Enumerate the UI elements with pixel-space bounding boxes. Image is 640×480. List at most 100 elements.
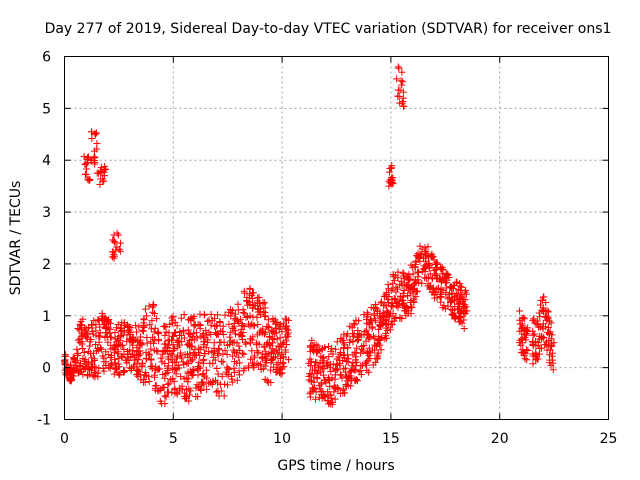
data-point xyxy=(313,370,321,378)
data-point xyxy=(545,336,553,344)
data-point xyxy=(379,302,387,310)
data-point xyxy=(200,350,208,358)
data-point xyxy=(227,312,235,320)
data-point xyxy=(549,366,557,374)
data-point xyxy=(434,284,442,292)
data-point xyxy=(529,327,537,335)
data-point xyxy=(73,345,81,353)
data-point xyxy=(516,307,524,315)
data-point xyxy=(428,250,436,258)
data-point-cluster xyxy=(93,145,101,153)
data-point xyxy=(240,309,248,317)
data-point xyxy=(246,312,254,320)
data-point xyxy=(171,364,179,372)
data-point xyxy=(156,397,164,405)
data-point xyxy=(183,386,191,394)
data-point xyxy=(404,307,412,315)
data-point xyxy=(280,320,288,328)
data-point xyxy=(420,254,427,262)
data-point xyxy=(268,328,276,336)
data-point xyxy=(150,309,158,317)
data-point xyxy=(238,332,246,340)
data-point xyxy=(451,303,459,311)
data-point xyxy=(61,351,69,359)
data-point xyxy=(327,347,335,355)
data-point xyxy=(267,366,275,374)
data-point xyxy=(257,327,265,335)
data-point xyxy=(460,302,468,310)
data-point xyxy=(118,352,126,360)
data-point xyxy=(228,375,236,383)
data-point xyxy=(157,354,165,362)
data-point xyxy=(350,320,358,328)
data-point xyxy=(200,341,208,349)
y-tick-label: 0 xyxy=(42,361,51,377)
data-point xyxy=(360,341,368,349)
data-point xyxy=(542,299,550,307)
data-point xyxy=(396,315,404,323)
data-point xyxy=(264,323,272,331)
data-point xyxy=(371,341,379,349)
data-point xyxy=(192,392,200,400)
data-point xyxy=(194,371,202,379)
data-point-cluster xyxy=(110,254,118,262)
data-point xyxy=(225,308,233,316)
data-point xyxy=(272,346,280,354)
data-point xyxy=(184,369,192,377)
data-point xyxy=(400,286,408,294)
data-point xyxy=(189,365,197,373)
data-point xyxy=(394,303,402,311)
data-point xyxy=(419,265,427,273)
data-point xyxy=(208,380,216,388)
data-point xyxy=(539,304,547,312)
data-point xyxy=(516,316,524,324)
data-point xyxy=(337,371,345,379)
data-point xyxy=(212,388,220,396)
data-point xyxy=(384,281,392,289)
data-point xyxy=(97,345,105,353)
data-point xyxy=(285,356,293,364)
data-point xyxy=(532,338,540,346)
data-point xyxy=(219,358,227,366)
data-point xyxy=(89,349,97,357)
data-point xyxy=(325,375,333,383)
data-point xyxy=(99,352,107,360)
data-point xyxy=(207,310,215,318)
data-point xyxy=(239,306,247,314)
data-point xyxy=(273,335,281,343)
data-point xyxy=(101,317,109,325)
data-point xyxy=(196,364,204,372)
data-point xyxy=(261,312,269,320)
data-point xyxy=(359,347,367,355)
data-point xyxy=(183,392,191,400)
data-point xyxy=(537,322,545,330)
data-point xyxy=(448,311,456,319)
data-point xyxy=(273,361,281,369)
data-point xyxy=(461,309,469,317)
data-point xyxy=(218,372,226,380)
data-point xyxy=(239,321,247,329)
data-point xyxy=(230,319,238,327)
data-point xyxy=(332,345,340,353)
data-point xyxy=(172,370,180,378)
data-point xyxy=(207,321,215,329)
data-point xyxy=(337,348,345,356)
data-point-cluster xyxy=(80,152,88,160)
data-point xyxy=(94,346,102,354)
y-tick-label: 5 xyxy=(42,101,51,117)
data-point xyxy=(358,345,366,353)
y-tick-label: 6 xyxy=(42,50,51,66)
data-point xyxy=(388,303,396,311)
data-point xyxy=(251,352,259,360)
data-point xyxy=(327,368,335,376)
data-point xyxy=(276,323,284,331)
data-point xyxy=(211,315,219,323)
data-point xyxy=(120,367,128,375)
data-point xyxy=(240,350,248,358)
data-point xyxy=(133,328,141,336)
data-point xyxy=(438,266,446,274)
data-point xyxy=(369,332,377,340)
data-point xyxy=(447,305,455,313)
data-point xyxy=(344,343,352,351)
data-point xyxy=(428,275,436,283)
